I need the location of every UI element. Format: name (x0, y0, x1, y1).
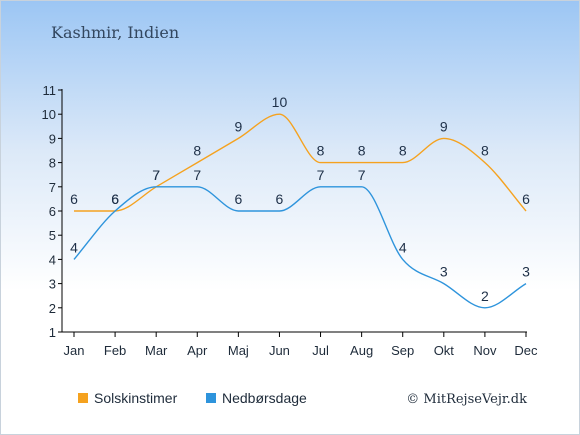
data-label-nedborsdage: 7 (358, 167, 366, 183)
data-label-solskinstimer: 8 (481, 143, 489, 159)
data-label-solskinstimer: 7 (152, 167, 160, 183)
legend-swatch-nedborsdage (206, 393, 216, 403)
x-tick-label: Jan (64, 343, 85, 358)
y-tick-label: 6 (49, 204, 56, 219)
data-label-solskinstimer: 8 (193, 143, 201, 159)
data-label-nedborsdage: 7 (317, 167, 325, 183)
y-tick-label: 10 (42, 107, 56, 122)
chart-title: Kashmir, Indien (51, 23, 179, 42)
legend-label-nedborsdage: Nedbørsdage (222, 390, 307, 406)
data-label-solskinstimer: 6 (70, 191, 78, 207)
y-tick-label: 5 (49, 228, 56, 243)
data-label-nedborsdage: 7 (193, 167, 201, 183)
x-tick-label: Okt (434, 343, 455, 358)
data-label-nedborsdage: 3 (522, 264, 530, 280)
y-tick-label: 4 (49, 252, 56, 267)
series-lines (73, 113, 527, 309)
data-label-solskinstimer: 6 (111, 191, 119, 207)
data-label-solskinstimer: 8 (358, 143, 366, 159)
data-label-nedborsdage: 6 (276, 191, 284, 207)
y-tick-label: 7 (49, 180, 56, 195)
x-tick-label: Sep (391, 343, 414, 358)
data-label-solskinstimer: 6 (522, 191, 530, 207)
y-tick-label: 11 (43, 83, 57, 98)
x-tick-label: Dec (514, 343, 538, 358)
data-label-nedborsdage: 4 (70, 239, 78, 255)
credit-text: © MitRejseVejr.dk (406, 392, 527, 407)
x-tick-label: Nov (473, 343, 497, 358)
data-label-solskinstimer: 9 (440, 118, 448, 134)
data-label-nedborsdage: 4 (399, 239, 407, 255)
data-label-nedborsdage: 6 (111, 191, 119, 207)
y-tick-label: 9 (49, 131, 56, 146)
data-label-solskinstimer: 8 (317, 143, 325, 159)
data-label-solskinstimer: 9 (234, 118, 242, 134)
legend-swatch-solskinstimer (78, 393, 88, 403)
data-label-solskinstimer: 8 (399, 143, 407, 159)
x-tick-label: Jul (312, 343, 329, 358)
data-label-nedborsdage: 2 (481, 288, 489, 304)
x-tick-label: Jun (269, 343, 290, 358)
series-line-nedborsdage (73, 186, 527, 309)
legend: Solskinstimer Nedbørsdage (78, 390, 307, 406)
x-tick-label: Maj (228, 343, 249, 358)
data-label-solskinstimer: 10 (272, 94, 288, 110)
y-tick-label: 8 (49, 156, 56, 171)
legend-label-solskinstimer: Solskinstimer (94, 390, 178, 406)
x-tick-label: Aug (350, 343, 373, 358)
y-tick-label: 2 (49, 301, 56, 316)
series-line-solskinstimer (73, 113, 527, 212)
x-tick-label: Apr (187, 343, 208, 358)
data-label-nedborsdage: 6 (234, 191, 242, 207)
y-tick-label: 1 (49, 325, 56, 340)
data-label-nedborsdage: 3 (440, 264, 448, 280)
data-label-nedborsdage: 7 (152, 167, 160, 183)
x-tick-label: Feb (104, 343, 126, 358)
y-tick-label: 3 (49, 277, 56, 292)
x-tick-label: Mar (145, 343, 168, 358)
